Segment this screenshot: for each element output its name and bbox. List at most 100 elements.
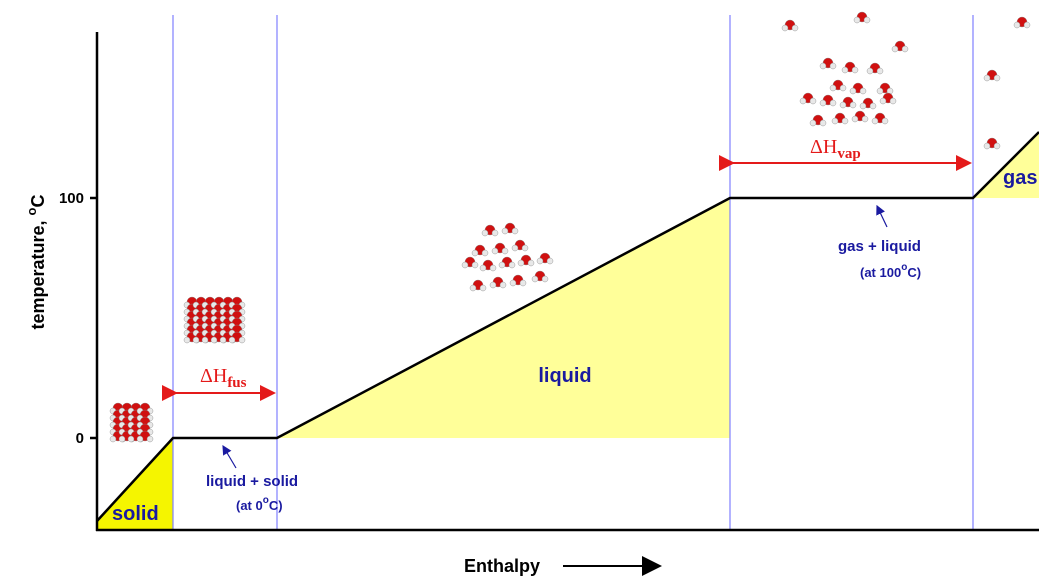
annotation: liquid + solid <box>206 473 298 490</box>
pre: (at 0 <box>236 498 263 513</box>
region-label: solid <box>112 503 159 525</box>
water-molecule <box>867 63 883 74</box>
atom <box>850 102 856 108</box>
water-molecule <box>510 275 526 286</box>
atom <box>852 67 858 73</box>
atom <box>872 118 878 124</box>
water-molecule <box>490 277 506 288</box>
atom <box>820 63 826 69</box>
atom <box>994 143 1000 149</box>
water-molecule <box>820 58 836 69</box>
atom <box>512 245 518 251</box>
atom <box>542 276 548 282</box>
atom <box>137 436 143 442</box>
atom <box>902 46 908 52</box>
water-molecule <box>832 113 848 124</box>
atom <box>520 280 526 286</box>
atom <box>870 103 876 109</box>
atom <box>482 230 488 236</box>
water-molecule <box>482 225 498 236</box>
water-molecule <box>840 97 856 108</box>
atom <box>537 258 543 264</box>
atom <box>800 98 806 104</box>
delta-h-fus: ΔHfus <box>200 365 247 391</box>
atom <box>877 88 883 94</box>
atom <box>852 116 858 122</box>
water-molecule <box>499 257 515 268</box>
atom <box>890 98 896 104</box>
atom <box>499 262 505 268</box>
water-molecule <box>842 62 858 73</box>
axes <box>90 32 1039 531</box>
atom <box>502 248 508 254</box>
water-molecule <box>502 223 518 234</box>
heating-curve: 0 100 temperature, oC Enthalpy solid liq… <box>0 0 1039 577</box>
water-molecule <box>850 83 866 94</box>
water-molecule <box>1014 17 1030 28</box>
main: ΔH <box>200 365 227 387</box>
annotation: (at 100oC) <box>860 262 921 280</box>
annotation: gas + liquid <box>838 238 921 255</box>
atom <box>211 337 217 343</box>
atom <box>462 262 468 268</box>
atom <box>522 245 528 251</box>
atom <box>480 265 486 271</box>
atom <box>850 88 856 94</box>
atom <box>229 337 235 343</box>
atom <box>202 337 208 343</box>
atom <box>239 337 245 343</box>
atom <box>830 85 836 91</box>
water-molecule <box>872 113 888 124</box>
atom <box>490 265 496 271</box>
atom <box>832 118 838 124</box>
water-molecule <box>820 95 836 106</box>
delta-h-vap: ΔHvap <box>810 136 861 162</box>
atom <box>220 337 226 343</box>
pre: (at 100 <box>860 265 901 280</box>
water-molecule <box>512 240 528 251</box>
water-molecule <box>892 41 908 52</box>
atom <box>820 100 826 106</box>
water-molecule <box>854 12 870 23</box>
atom <box>830 100 836 106</box>
water-molecule <box>852 111 868 122</box>
water-molecule <box>984 70 1000 81</box>
post: C) <box>269 498 283 513</box>
water-molecule <box>480 260 496 271</box>
water-molecule <box>492 243 508 254</box>
atom <box>830 63 836 69</box>
water-molecule <box>537 253 553 264</box>
atom <box>840 85 846 91</box>
sub: fus <box>227 375 246 391</box>
atom <box>1014 22 1020 28</box>
water-molecule <box>800 93 816 104</box>
atom <box>528 260 534 266</box>
atom <box>532 276 538 282</box>
atom <box>472 250 478 256</box>
atom <box>510 280 516 286</box>
atom <box>1024 22 1030 28</box>
water-molecule <box>984 138 1000 149</box>
y-axis-label: temperature, oC <box>24 195 48 330</box>
atom <box>482 250 488 256</box>
atom <box>810 120 816 126</box>
atom <box>860 88 866 94</box>
atom <box>867 68 873 74</box>
atom <box>512 228 518 234</box>
atom <box>480 285 486 291</box>
atom <box>994 75 1000 81</box>
atom <box>864 17 870 23</box>
atom <box>984 75 990 81</box>
atom <box>147 436 153 442</box>
post: C) <box>907 265 921 280</box>
water-molecule <box>860 98 876 109</box>
water-molecule <box>782 20 798 31</box>
atom <box>880 98 886 104</box>
main: ΔH <box>810 136 837 158</box>
water-molecule <box>810 115 826 126</box>
note-arrow <box>223 446 236 468</box>
atom <box>984 143 990 149</box>
y-tick-label: 0 <box>76 430 84 447</box>
sub: vap <box>837 146 860 162</box>
atom <box>500 282 506 288</box>
